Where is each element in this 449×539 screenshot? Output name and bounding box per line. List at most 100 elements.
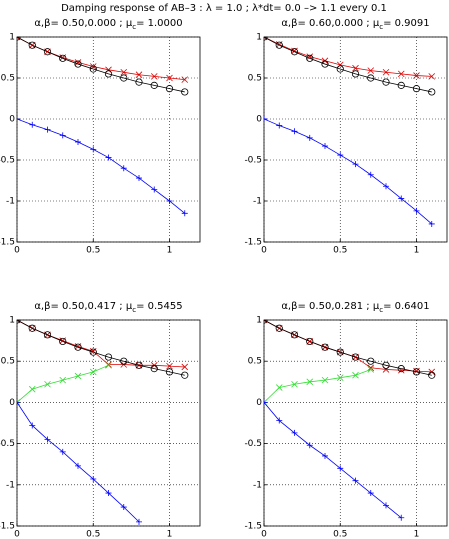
marker: [322, 143, 328, 150]
y-tick-label: -1.5: [0, 238, 15, 248]
series-line: [264, 118, 433, 225]
marker: [336, 65, 344, 73]
y-tick-label: 0: [9, 398, 15, 408]
marker: [367, 366, 375, 373]
series-line: [264, 37, 432, 93]
plot-area: [17, 37, 200, 242]
marker: [181, 88, 189, 96]
marker: [166, 74, 173, 82]
marker: [181, 210, 188, 217]
marker: [29, 422, 36, 429]
marker: [352, 64, 359, 72]
marker: [181, 363, 189, 371]
x-tick-label: 1: [167, 246, 173, 256]
marker: [17, 116, 20, 122]
x-tick-label: 0.5: [86, 530, 100, 539]
marker: [398, 195, 405, 202]
marker: [135, 361, 143, 369]
series-line: [17, 37, 185, 93]
title-part: α,β= 0.50,0.000 ; μ: [34, 18, 133, 29]
marker: [264, 399, 267, 406]
marker: [428, 220, 435, 227]
marker: [135, 78, 143, 86]
marker: [397, 70, 405, 78]
marker: [321, 376, 329, 384]
marker: [44, 380, 51, 388]
series-line: [264, 320, 432, 376]
marker: [291, 128, 298, 135]
marker: [59, 448, 66, 455]
marker: [90, 146, 97, 153]
marker: [74, 343, 82, 351]
subplot: α,β= 0.60,0.000 ; μc= 0.9091 0 0.5 1 -1.5 -1 -…: [244, 18, 448, 256]
marker: [383, 502, 389, 509]
x-tick-label: 0: [261, 246, 267, 256]
marker: [166, 198, 173, 204]
marker: [43, 331, 52, 339]
marker: [105, 362, 112, 369]
marker: [181, 371, 189, 379]
subplot-title: α,β= 0.50,0.417 ; μc= 0.5455: [34, 301, 182, 314]
y-tick-label: 1: [256, 33, 262, 43]
marker: [413, 72, 420, 79]
marker: [135, 71, 143, 79]
marker: [291, 380, 298, 388]
marker: [105, 490, 112, 497]
marker: [165, 85, 174, 93]
marker: [43, 48, 52, 56]
marker: [150, 73, 158, 80]
marker: [412, 368, 421, 376]
marker: [291, 429, 298, 436]
axes-frame: [263, 319, 448, 527]
marker: [181, 76, 189, 83]
marker: [75, 462, 81, 469]
marker: [397, 365, 405, 373]
marker: [428, 371, 436, 379]
marker: [17, 320, 21, 324]
marker: [90, 476, 97, 483]
title-part: c: [379, 23, 383, 31]
marker: [383, 183, 389, 190]
marker: [59, 337, 67, 346]
y-tick-label: -0.5: [244, 156, 262, 166]
marker: [336, 348, 344, 356]
subplot: α,β= 0.50,0.417 ; μc= 0.5455 0 0.5 1 -1.5 -1 -…: [0, 301, 201, 539]
x-tick-label: 0: [261, 530, 267, 539]
marker: [382, 361, 390, 369]
marker: [306, 54, 314, 62]
plot-area: [264, 320, 447, 526]
y-tick-label: -1: [6, 197, 15, 207]
marker: [105, 154, 112, 161]
marker: [264, 116, 267, 122]
marker: [89, 348, 97, 356]
title-part: c: [379, 306, 383, 314]
marker: [165, 368, 174, 376]
y-tick-label: 0: [256, 398, 262, 408]
data-layer: [17, 320, 189, 525]
marker: [367, 171, 374, 178]
series-line: [264, 369, 371, 403]
x-tick-label: 0.5: [333, 246, 347, 256]
marker: [28, 385, 36, 393]
marker: [264, 320, 268, 324]
y-tick-label: 0.5: [1, 357, 15, 367]
subplot-title: α,β= 0.50,0.000 ; μc= 1.0000: [34, 18, 182, 31]
marker: [367, 357, 375, 365]
axes-frame: [263, 36, 448, 243]
marker: [276, 417, 283, 424]
marker: [367, 74, 375, 82]
axes-frame: [16, 36, 201, 243]
marker: [120, 504, 127, 511]
marker: [136, 175, 142, 182]
axes-frame: [16, 319, 201, 527]
marker: [264, 37, 268, 41]
marker: [382, 68, 390, 76]
marker: [306, 378, 314, 386]
marker: [412, 85, 421, 93]
marker: [59, 54, 67, 62]
y-tick-label: -0.5: [0, 156, 15, 166]
marker: [367, 67, 375, 74]
x-tick-label: 1: [414, 530, 420, 539]
marker: [321, 343, 329, 351]
marker: [275, 41, 283, 49]
